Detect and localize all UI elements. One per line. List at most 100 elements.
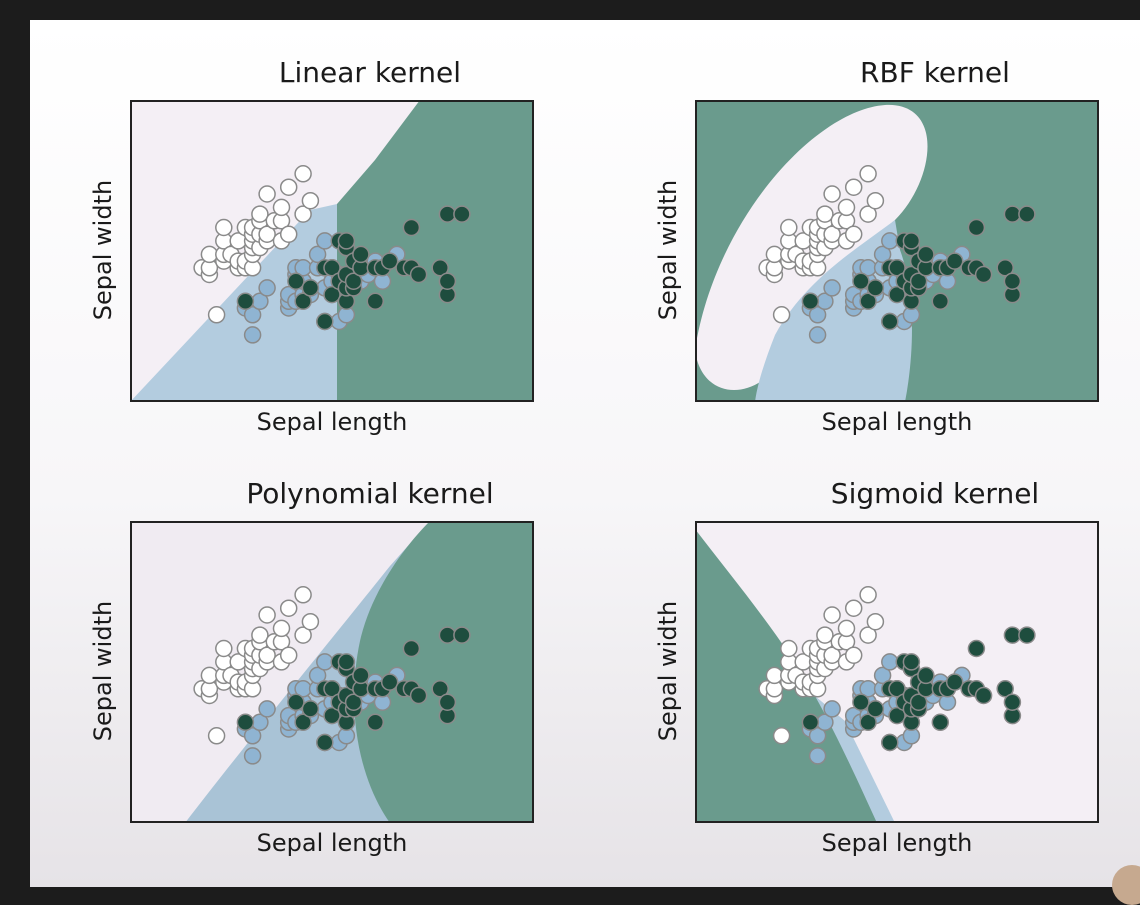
data-point-versicolor: [316, 232, 334, 250]
decision-surface-svg: [695, 521, 1099, 823]
data-point-setosa: [844, 599, 863, 617]
data-point-virginica: [380, 252, 399, 270]
data-point-setosa: [859, 626, 877, 644]
data-point-setosa: [258, 646, 276, 664]
data-point-setosa: [272, 198, 291, 217]
data-point-virginica: [1003, 205, 1022, 223]
data-point-virginica: [316, 733, 334, 752]
data-point-virginica: [996, 680, 1014, 698]
data-point-setosa: [279, 646, 298, 664]
data-point-virginica: [438, 693, 457, 711]
data-point-setosa: [859, 165, 877, 183]
slide: Linear kernel Sepal width Sepal length R…: [30, 20, 1140, 905]
data-point-virginica: [316, 312, 334, 331]
data-point-versicolor: [316, 653, 334, 671]
data-point-virginica: [866, 700, 885, 718]
data-point-setosa: [258, 225, 276, 243]
data-point-setosa: [844, 178, 863, 196]
data-point-setosa: [279, 599, 298, 617]
data-point-setosa: [279, 225, 298, 243]
data-point-setosa: [301, 612, 320, 631]
region-versicolor: [815, 696, 895, 823]
data-point-virginica: [931, 292, 950, 311]
data-point-versicolor: [808, 306, 827, 324]
decision-surface-svg: [695, 100, 1099, 402]
data-point-setosa: [837, 198, 856, 217]
data-point-virginica: [294, 292, 312, 311]
data-point-virginica: [974, 686, 993, 705]
axes-frame: [695, 100, 1099, 402]
data-point-versicolor: [258, 700, 276, 718]
data-point-setosa: [780, 639, 798, 658]
data-point-setosa: [823, 185, 841, 203]
region-versicolor: [130, 204, 337, 402]
axes-frame: [130, 100, 534, 402]
data-point-versicolor: [258, 279, 276, 297]
data-point-virginica: [337, 232, 356, 250]
data-point-virginica: [902, 232, 921, 250]
data-point-virginica: [366, 713, 385, 732]
y-axis-label: Sepal width: [654, 179, 682, 321]
data-point-setosa: [765, 666, 784, 685]
data-point-setosa: [200, 666, 219, 685]
y-axis-label: Sepal width: [654, 600, 682, 742]
chart-title: Linear kernel: [278, 56, 462, 89]
data-point-virginica: [974, 265, 993, 284]
data-point-setosa: [272, 619, 291, 638]
data-point-virginica: [380, 673, 399, 691]
data-point-setosa: [823, 646, 841, 664]
data-point-virginica: [859, 713, 877, 732]
data-point-setosa: [765, 245, 784, 264]
plot-area: [130, 521, 534, 823]
data-point-virginica: [888, 285, 906, 304]
data-point-virginica: [431, 680, 449, 698]
data-point-setosa: [816, 626, 834, 644]
data-point-virginica: [917, 666, 935, 685]
data-point-virginica: [301, 700, 320, 718]
data-point-virginica: [996, 259, 1014, 277]
data-point-virginica: [1018, 626, 1036, 644]
data-point-setosa: [251, 626, 269, 644]
data-point-setosa: [294, 586, 312, 604]
data-point-versicolor: [808, 747, 827, 765]
data-point-versicolor: [243, 747, 262, 765]
chart-title: RBF kernel: [860, 56, 1010, 89]
data-point-setosa: [279, 178, 298, 196]
y-axis-label: Sepal width: [89, 179, 117, 321]
data-point-virginica: [323, 706, 341, 725]
data-point-versicolor: [308, 245, 327, 264]
data-point-setosa: [859, 586, 877, 604]
data-point-virginica: [287, 272, 305, 290]
data-point-virginica: [431, 259, 449, 277]
data-point-setosa: [844, 646, 863, 664]
data-point-virginica: [438, 205, 457, 223]
data-point-versicolor: [881, 653, 899, 671]
data-point-versicolor: [243, 306, 262, 324]
data-point-setosa: [207, 306, 226, 324]
data-point-versicolor: [243, 727, 262, 745]
data-point-virginica: [866, 279, 885, 297]
data-point-virginica: [438, 626, 457, 644]
presenter-shoulder: [1112, 865, 1140, 905]
data-point-virginica: [409, 686, 428, 705]
data-point-virginica: [801, 292, 820, 311]
decision-surface-svg: [130, 100, 534, 402]
data-point-setosa: [816, 205, 834, 223]
data-point-setosa: [294, 165, 312, 183]
data-point-virginica: [801, 713, 820, 732]
region-virginica: [337, 100, 534, 402]
data-point-virginica: [344, 693, 363, 711]
data-point-versicolor: [873, 666, 892, 685]
y-axis-label: Sepal width: [89, 600, 117, 742]
data-point-virginica: [402, 639, 421, 658]
data-point-setosa: [215, 218, 233, 237]
data-point-virginica: [294, 713, 312, 732]
data-point-virginica: [888, 680, 906, 698]
data-point-virginica: [409, 265, 428, 284]
region-virginica: [354, 521, 534, 823]
panel-rbf-kernel: RBF kernel Sepal width Sepal length: [654, 56, 1140, 476]
data-point-virginica: [438, 272, 457, 290]
data-point-virginica: [301, 279, 320, 297]
panel-linear-kernel: Linear kernel Sepal width Sepal length: [89, 56, 650, 476]
data-point-setosa: [215, 639, 233, 658]
